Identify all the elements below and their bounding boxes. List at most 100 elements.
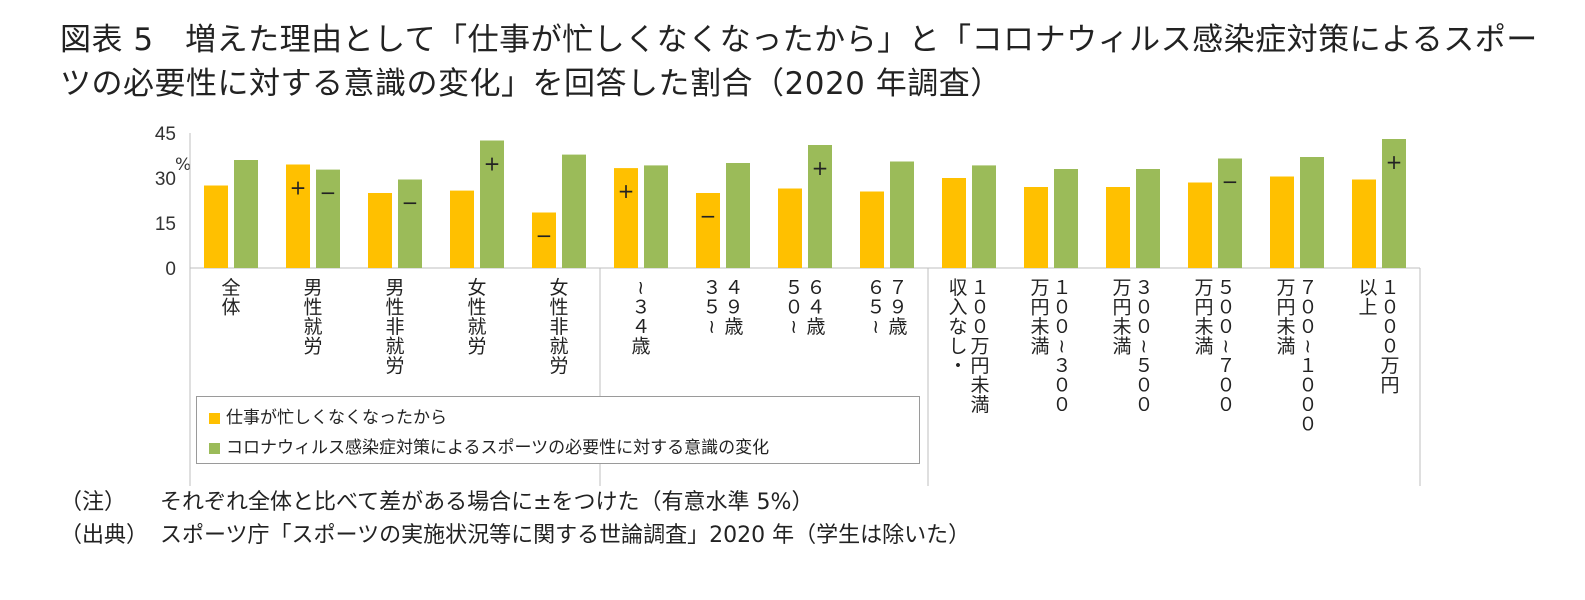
category-label-char: ６: [866, 277, 885, 299]
note-significance: （注） それぞれ全体と比べて差がある場合に±をつけた（有意水準 5%）: [60, 486, 970, 519]
category-label-char: 労: [467, 336, 486, 358]
category-label-char: 性: [467, 297, 486, 319]
legend-label-corona: コロナウィルス感染症対策によるスポーツの必要性に対する意識の変化: [226, 438, 770, 458]
category-label-char: 万: [970, 336, 989, 358]
bar-busy: [1188, 182, 1212, 268]
category-label-char: ７: [1216, 355, 1235, 377]
category-label-char: ０: [1052, 375, 1071, 397]
category-label-char: 未: [1194, 316, 1213, 338]
bar-corona: [1136, 169, 1160, 268]
category-label-char: ~: [1133, 339, 1155, 355]
bar-busy: [1352, 179, 1376, 268]
category-label-char: ~: [783, 319, 805, 335]
y-tick-label: 0: [165, 259, 176, 280]
category-label-char: ４: [806, 297, 825, 319]
category-label-char: ~: [630, 280, 652, 296]
legend-swatch-corona: [209, 443, 220, 454]
category-label-char: 男: [303, 277, 322, 299]
category-label-char: 性: [385, 297, 404, 319]
category-label-char: 就: [467, 316, 486, 338]
category-label-char: 満: [1276, 336, 1295, 358]
bar-corona: [562, 154, 586, 268]
category-label-char: ７: [888, 277, 907, 299]
category-label-char: 円: [1380, 375, 1399, 397]
category-label-char: 円: [1112, 297, 1131, 319]
bar-corona: [1054, 169, 1078, 268]
category-label-char: ０: [970, 316, 989, 338]
category-label-char: ６: [806, 277, 825, 299]
chart-title-line2: ツの必要性に対する意識の変化」を回答した割合（2020 年調査）: [60, 66, 1002, 102]
category-label-char: ９: [888, 297, 907, 319]
category-label-char: 就: [385, 336, 404, 358]
category-label-char: ４: [724, 277, 743, 299]
category-label-char: 円: [1030, 297, 1049, 319]
category-label-char: ０: [1216, 394, 1235, 416]
y-tick-label: 15: [155, 214, 176, 235]
category-label-char: ０: [1380, 336, 1399, 358]
significance-mark: −: [536, 224, 553, 248]
category-label-char: 女: [467, 277, 486, 299]
category-label-char: 以: [1358, 277, 1377, 299]
category-label-char: ４: [631, 316, 650, 338]
category-label-char: 全: [221, 277, 240, 299]
significance-mark: −: [320, 181, 337, 205]
category-label-char: ０: [1052, 297, 1071, 319]
category-label-char: ７: [1298, 277, 1317, 299]
category-label-char: 上: [1358, 297, 1377, 319]
category-label-char: 未: [1030, 316, 1049, 338]
bar-corona: [644, 165, 668, 268]
bar-corona: [398, 179, 422, 268]
significance-mark: −: [700, 204, 717, 228]
category-label-char: ３: [1052, 355, 1071, 377]
note-source: （出典） スポーツ庁「スポーツの実施状況等に関する世論調査」2020 年（学生は除…: [60, 519, 970, 552]
category-label-char: ~: [701, 319, 723, 335]
category-label-char: 満: [1194, 336, 1213, 358]
category-label-char: ５: [1134, 355, 1153, 377]
category-label-char: ０: [1380, 297, 1399, 319]
significance-mark: +: [290, 176, 307, 200]
category-label-char: 歳: [888, 316, 907, 338]
significance-mark: +: [618, 179, 635, 203]
category-label-char: 万: [1380, 355, 1399, 377]
significance-mark: +: [484, 152, 501, 176]
category-label-char: 女: [549, 277, 568, 299]
bar-busy: [286, 164, 310, 268]
category-label-char: ３: [1134, 277, 1153, 299]
category-label-char: ０: [1216, 316, 1235, 338]
category-label-char: １: [970, 277, 989, 299]
category-label-char: ０: [1134, 297, 1153, 319]
legend-swatch-busy: [209, 413, 220, 424]
category-label-char: ０: [1298, 375, 1317, 397]
y-axis-unit: %: [175, 155, 191, 175]
category-label-char: 万: [1276, 277, 1295, 299]
bar-busy: [1270, 176, 1294, 268]
category-label-char: ０: [1216, 375, 1235, 397]
category-label-char: １: [1298, 355, 1317, 377]
bar-busy: [614, 168, 638, 268]
category-label-char: 就: [549, 336, 568, 358]
category-label-char: 未: [1276, 316, 1295, 338]
source-tag: （出典）: [60, 523, 149, 548]
category-label-char: 歳: [724, 316, 743, 338]
y-tick-label: 45: [155, 124, 176, 145]
bar-corona: [890, 161, 914, 268]
bar-busy: [532, 212, 556, 268]
category-label-char: 円: [1194, 297, 1213, 319]
category-label-char: 満: [970, 394, 989, 416]
category-label-char: 満: [1030, 336, 1049, 358]
category-label-char: ３: [631, 297, 650, 319]
category-label-char: 労: [549, 355, 568, 377]
category-label-char: ０: [1298, 394, 1317, 416]
notes: （注） それぞれ全体と比べて差がある場合に±をつけた（有意水準 5%） （出典） ス…: [60, 486, 970, 552]
category-label-char: な: [948, 316, 967, 338]
category-label-char: ~: [1297, 339, 1319, 355]
legend-item-corona: コロナウィルス感染症対策によるスポーツの必要性に対する意識の変化: [209, 433, 769, 458]
category-label-char: ３: [702, 277, 721, 299]
bar-busy: [1106, 187, 1130, 268]
significance-mark: −: [1222, 170, 1239, 194]
category-label-char: ０: [1134, 316, 1153, 338]
category-label-char: 満: [1112, 336, 1131, 358]
category-label-char: 万: [1030, 277, 1049, 299]
category-label-char: ５: [1216, 277, 1235, 299]
